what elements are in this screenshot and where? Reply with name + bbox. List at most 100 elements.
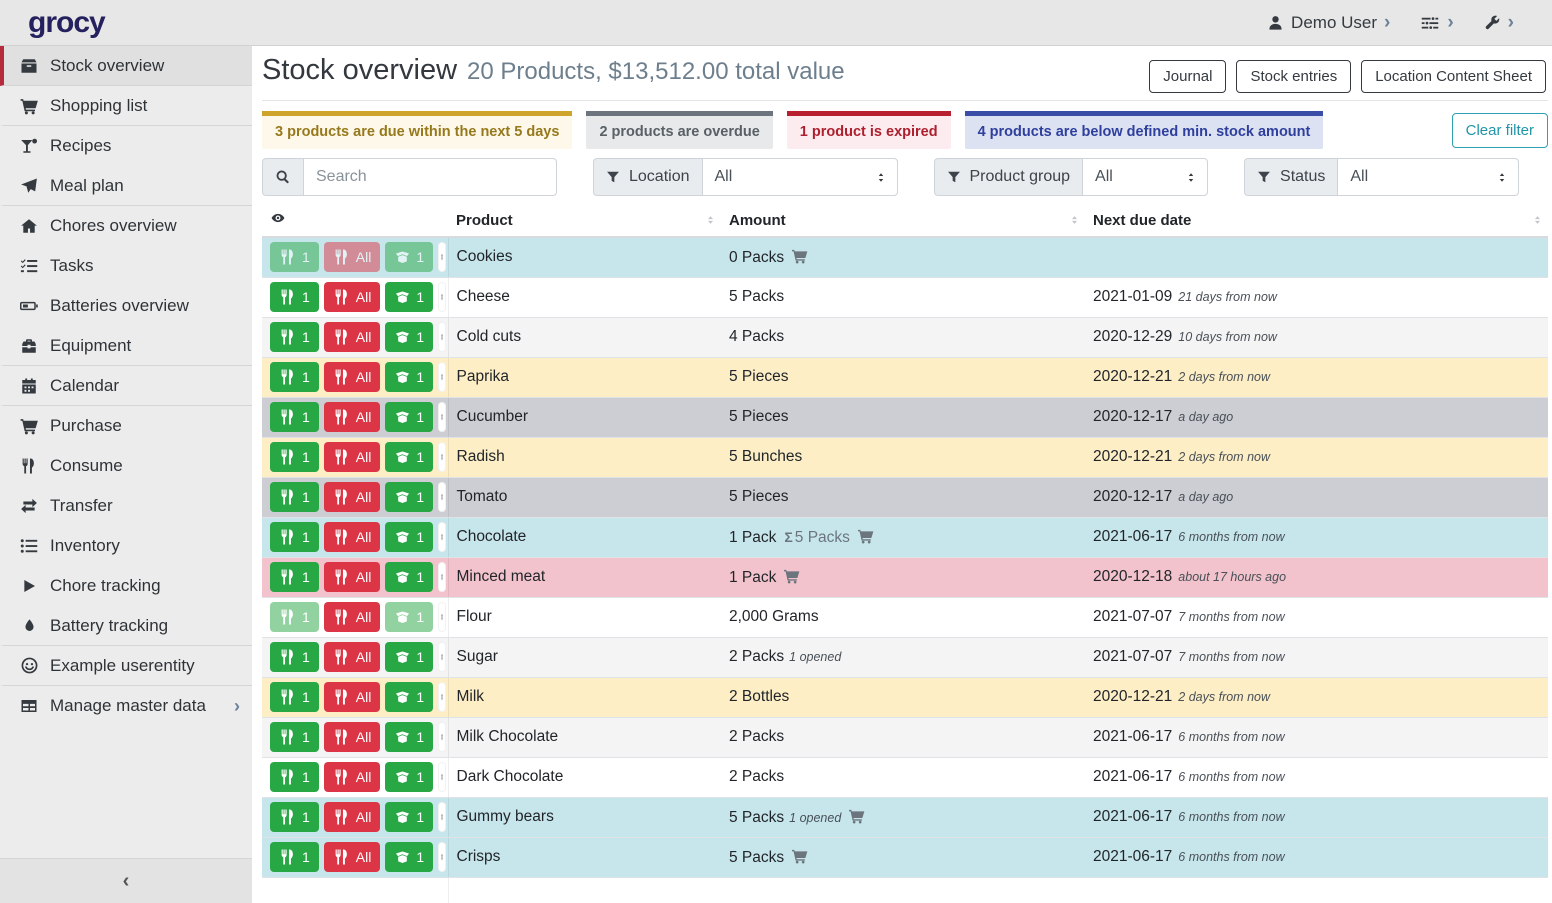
row-menu-button[interactable]: [438, 762, 447, 792]
product-name-cell[interactable]: Minced meat: [448, 557, 721, 598]
consume-all-button[interactable]: All: [323, 242, 381, 273]
product-name-cell[interactable]: Paprika: [448, 357, 721, 398]
product-name-cell[interactable]: Cookies: [448, 237, 721, 278]
user-menu[interactable]: Demo User ›: [1267, 13, 1390, 33]
row-menu-button[interactable]: [438, 522, 447, 552]
consume-one-button[interactable]: 1: [270, 602, 319, 632]
open-one-button[interactable]: 1: [385, 362, 434, 392]
column-header-next-due-date[interactable]: Next due date: [1085, 204, 1548, 238]
shopping-cart-icon[interactable]: [791, 248, 808, 264]
sidebar-item-transfer[interactable]: Transfer: [0, 486, 252, 526]
location-content-sheet-button[interactable]: Location Content Sheet: [1361, 60, 1546, 93]
product-name-cell[interactable]: Cheese: [448, 277, 721, 318]
journal-button[interactable]: Journal: [1149, 60, 1227, 93]
row-menu-button[interactable]: [438, 402, 447, 432]
row-menu-button[interactable]: [438, 282, 447, 312]
consume-all-button[interactable]: All: [323, 562, 381, 592]
open-one-button[interactable]: 1: [385, 682, 434, 712]
sidebar-item-chores-overview[interactable]: Chores overview: [0, 206, 252, 246]
consume-all-button[interactable]: All: [323, 602, 381, 632]
open-one-button[interactable]: 1: [385, 482, 434, 512]
consume-all-button[interactable]: All: [323, 282, 381, 312]
shopping-cart-icon[interactable]: [857, 528, 874, 544]
sidebar-item-example-userentity[interactable]: Example userentity: [0, 646, 252, 686]
product-name-cell[interactable]: Dark Chocolate: [448, 757, 721, 798]
consume-one-button[interactable]: 1: [270, 282, 319, 312]
open-one-button[interactable]: 1: [385, 322, 434, 352]
product-name-cell[interactable]: Chocolate: [448, 517, 721, 558]
filter-badge-due[interactable]: 3 products are due within the next 5 day…: [262, 111, 573, 149]
row-menu-button[interactable]: [438, 482, 447, 512]
consume-one-button[interactable]: 1: [270, 442, 319, 472]
consume-one-button[interactable]: 1: [270, 802, 319, 832]
sidebar-collapse-button[interactable]: ‹: [0, 858, 252, 903]
row-menu-button[interactable]: [438, 242, 447, 273]
row-menu-button[interactable]: [438, 682, 447, 712]
open-one-button[interactable]: 1: [385, 642, 434, 672]
status-filter-select[interactable]: All: [1337, 158, 1520, 196]
sidebar-item-stock-overview[interactable]: Stock overview: [0, 46, 252, 86]
product-name-cell[interactable]: Radish: [448, 437, 721, 478]
row-menu-button[interactable]: [438, 442, 447, 472]
sidebar-item-meal-plan[interactable]: Meal plan: [0, 166, 252, 206]
consume-one-button[interactable]: 1: [270, 642, 319, 672]
consume-one-button[interactable]: 1: [270, 562, 319, 592]
search-input[interactable]: [303, 158, 557, 196]
column-visibility-header[interactable]: [262, 204, 448, 238]
consume-one-button[interactable]: 1: [270, 842, 319, 872]
column-header-product[interactable]: Product: [448, 204, 721, 238]
product-name-cell[interactable]: Crisps: [448, 837, 721, 878]
product-name-cell[interactable]: Gummy bears: [448, 797, 721, 838]
consume-all-button[interactable]: All: [323, 642, 381, 672]
sidebar-item-chore-tracking[interactable]: Chore tracking: [0, 566, 252, 606]
consume-all-button[interactable]: All: [323, 402, 381, 432]
shopping-cart-icon[interactable]: [783, 568, 800, 584]
sidebar-item-manage-master-data[interactable]: Manage master data ›: [0, 686, 252, 726]
open-one-button[interactable]: 1: [385, 442, 434, 472]
row-menu-button[interactable]: [438, 322, 447, 352]
sidebar-item-battery-tracking[interactable]: Battery tracking: [0, 606, 252, 646]
open-one-button[interactable]: 1: [385, 842, 434, 872]
row-menu-button[interactable]: [438, 362, 447, 392]
sidebar-item-consume[interactable]: Consume: [0, 446, 252, 486]
open-one-button[interactable]: 1: [385, 762, 434, 792]
filter-badge-overdue[interactable]: 2 products are overdue: [586, 111, 773, 149]
settings-menu[interactable]: ›: [1420, 13, 1454, 32]
sidebar-item-recipes[interactable]: Recipes: [0, 126, 252, 166]
consume-all-button[interactable]: All: [323, 442, 381, 472]
open-one-button[interactable]: 1: [385, 802, 434, 832]
open-one-button[interactable]: 1: [385, 282, 434, 312]
product-name-cell[interactable]: Sugar: [448, 637, 721, 678]
sidebar-item-calendar[interactable]: Calendar: [0, 366, 252, 406]
consume-one-button[interactable]: 1: [270, 362, 319, 392]
consume-one-button[interactable]: 1: [270, 402, 319, 432]
open-one-button[interactable]: 1: [385, 562, 434, 592]
consume-all-button[interactable]: All: [323, 522, 381, 552]
row-menu-button[interactable]: [438, 602, 447, 632]
consume-one-button[interactable]: 1: [270, 522, 319, 552]
consume-one-button[interactable]: 1: [270, 682, 319, 712]
row-menu-button[interactable]: [438, 842, 447, 872]
product-name-cell[interactable]: Cucumber: [448, 397, 721, 438]
consume-one-button[interactable]: 1: [270, 762, 319, 792]
product-group-filter-select[interactable]: All: [1082, 158, 1209, 196]
sidebar-item-inventory[interactable]: Inventory: [0, 526, 252, 566]
consume-all-button[interactable]: All: [323, 482, 381, 512]
consume-one-button[interactable]: 1: [270, 722, 319, 752]
product-name-cell[interactable]: Cold cuts: [448, 317, 721, 358]
open-one-button[interactable]: 1: [385, 522, 434, 552]
admin-menu[interactable]: ›: [1484, 13, 1514, 32]
open-one-button[interactable]: 1: [385, 242, 434, 273]
consume-all-button[interactable]: All: [323, 682, 381, 712]
stock-entries-button[interactable]: Stock entries: [1236, 60, 1352, 93]
filter-badge-expired[interactable]: 1 product is expired: [786, 111, 951, 149]
product-name-cell[interactable]: Flour: [448, 597, 721, 638]
consume-all-button[interactable]: All: [323, 762, 381, 792]
row-menu-button[interactable]: [438, 802, 447, 832]
row-menu-button[interactable]: [438, 642, 447, 672]
product-name-cell[interactable]: Milk: [448, 677, 721, 718]
sidebar-item-purchase[interactable]: Purchase: [0, 406, 252, 446]
open-one-button[interactable]: 1: [385, 602, 434, 632]
consume-one-button[interactable]: 1: [270, 242, 319, 273]
shopping-cart-icon[interactable]: [848, 808, 865, 824]
